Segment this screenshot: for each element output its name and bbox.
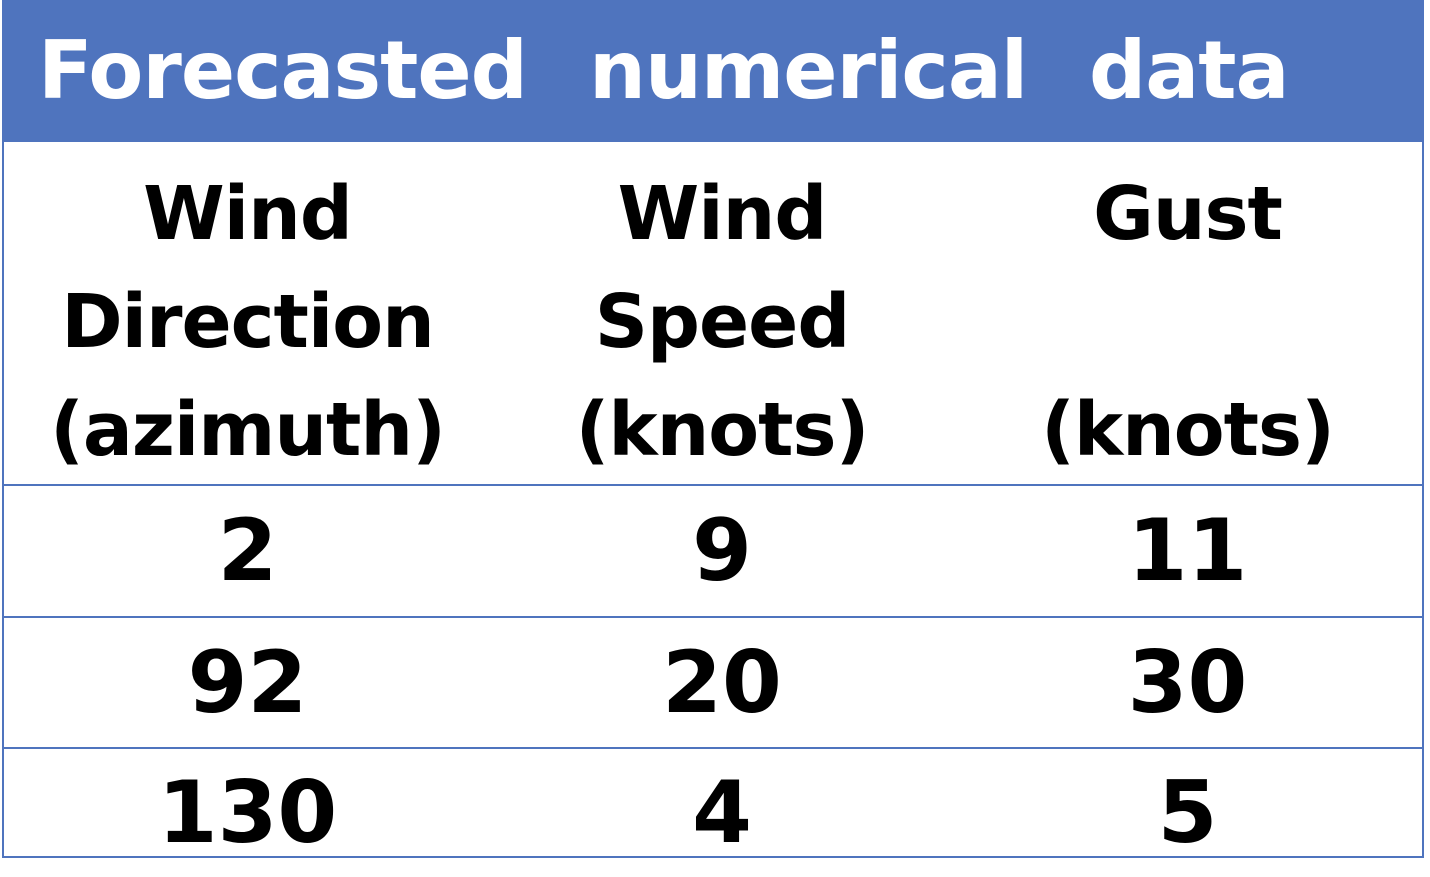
banner-word-data: data [953,0,1422,142]
column-header-row: Wind Direction (azimuth) Wind Speed (kno… [4,142,1422,486]
table-cell-wind-direction: 92 [4,617,491,749]
banner-word-numerical: numerical [491,0,1028,142]
table-banner-row: Forecasted numerical data [4,0,1422,142]
column-header-line: Wind [143,171,353,257]
table-cell-wind-direction: 130 [157,763,338,863]
forecast-table-container: Forecasted numerical data Wind Direction… [2,0,1424,858]
table-cell-gust: 11 [953,485,1422,618]
column-header-wind-direction: Wind Direction (azimuth) [4,142,491,486]
table-row: 92 20 30 [4,617,1422,749]
table-cell-wind-speed: 9 [491,485,953,618]
table-cell-wind-speed: 4 [692,763,752,863]
table-row: 130 4 5 [4,748,1422,877]
table-row: 2 9 11 [4,485,1422,618]
column-header-line: Direction [61,279,435,365]
column-header-line: (azimuth) [50,387,446,473]
column-header-wind-speed: Wind Speed (knots) [491,142,953,486]
column-header-line: (knots) [1041,387,1335,473]
table-cell-gust: 30 [953,617,1422,749]
column-header-line: Wind [617,171,828,257]
column-header-line [953,268,1422,376]
column-header-line: Speed [594,279,851,365]
table-cell-wind-direction: 2 [4,485,491,618]
column-header-gust: Gust (knots) [953,142,1422,486]
table-cell-wind-speed: 20 [491,617,953,749]
banner-word-forecasted: Forecasted [4,0,528,142]
forecast-table: Forecasted numerical data Wind Direction… [4,0,1422,877]
table-cell-gust: 5 [1157,763,1218,863]
column-header-line: Gust [1093,171,1283,257]
column-header-line: (knots) [575,387,870,473]
